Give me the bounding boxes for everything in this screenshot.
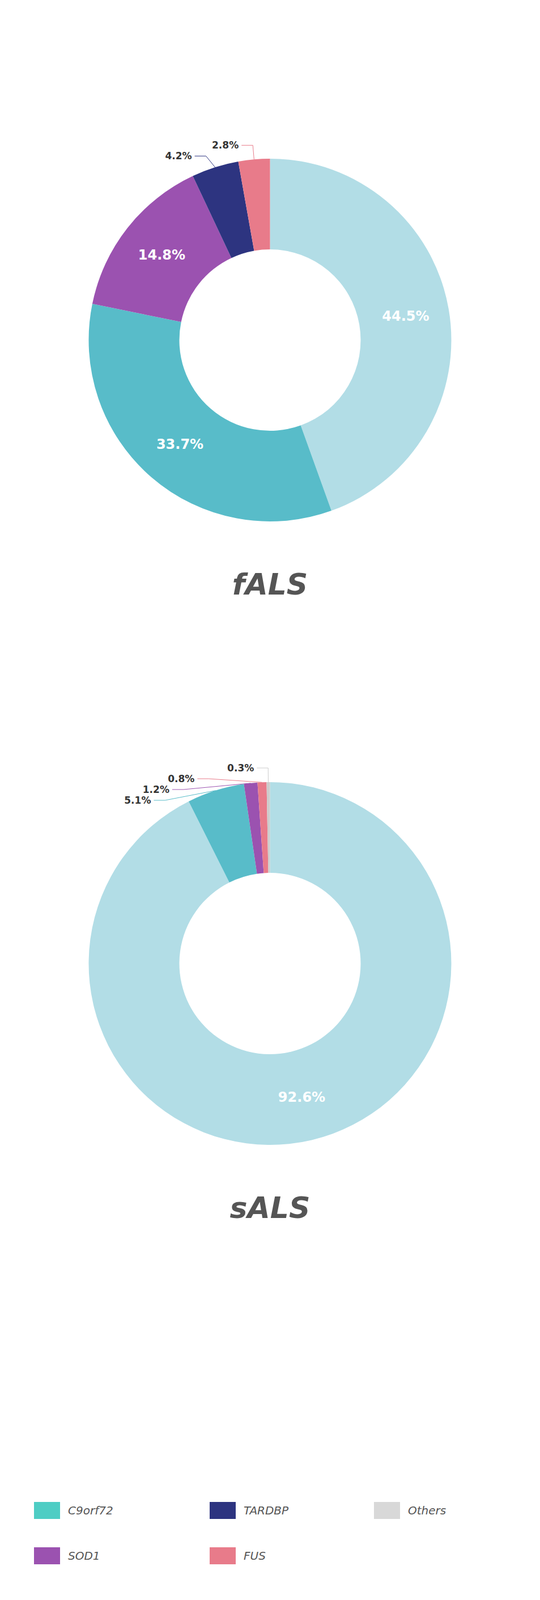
svg-text:92.6%: 92.6% <box>278 1089 326 1105</box>
svg-text:FUS: FUS <box>243 1548 266 1563</box>
svg-text:44.5%: 44.5% <box>381 308 429 325</box>
svg-text:C9orf72: C9orf72 <box>67 1503 114 1517</box>
svg-text:0.8%: 0.8% <box>167 772 195 785</box>
svg-text:33.7%: 33.7% <box>156 436 204 453</box>
svg-text:4.2%: 4.2% <box>164 150 192 162</box>
svg-text:2.8%: 2.8% <box>211 139 239 151</box>
svg-text:0.3%: 0.3% <box>227 762 254 774</box>
svg-text:SOD1: SOD1 <box>67 1548 101 1563</box>
svg-text:sALS: sALS <box>230 1190 311 1225</box>
svg-text:TARDBP: TARDBP <box>243 1503 289 1517</box>
svg-text:1.2%: 1.2% <box>142 783 170 795</box>
svg-text:fALS: fALS <box>232 567 308 602</box>
svg-text:Others: Others <box>407 1503 446 1517</box>
svg-text:14.8%: 14.8% <box>138 247 186 263</box>
svg-text:5.1%: 5.1% <box>124 794 151 806</box>
